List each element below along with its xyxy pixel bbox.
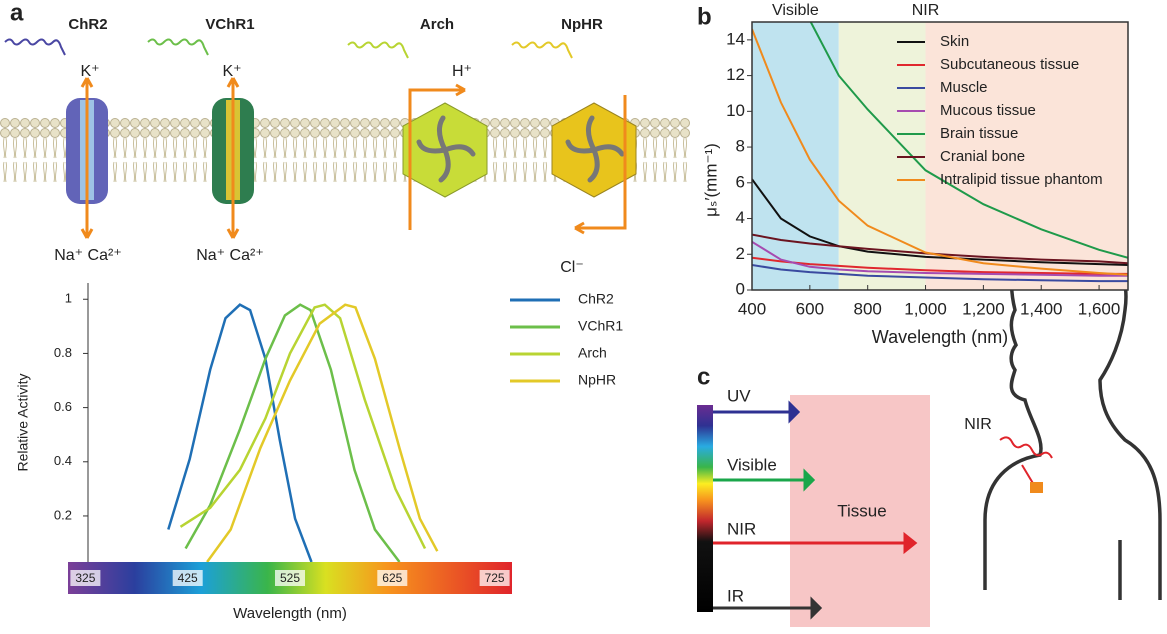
- tissue-label: Tissue: [837, 501, 886, 520]
- y-tick-label: 1: [65, 291, 72, 306]
- membrane-diagram: [0, 38, 690, 239]
- legend-label: ChR2: [578, 291, 614, 307]
- legend-label: Brain tissue: [940, 125, 1018, 142]
- panel-label: c: [697, 363, 710, 390]
- x-tick-label: 600: [796, 299, 824, 318]
- y-tick-label: 0: [736, 279, 745, 298]
- series-line: [752, 240, 1128, 277]
- y-tick-label: 8: [736, 137, 745, 156]
- legend-label: VChR1: [578, 318, 623, 334]
- legend-label: Arch: [578, 345, 607, 361]
- y-tick-label: 6: [736, 172, 745, 191]
- plot-area: [167, 303, 439, 562]
- y-tick-label: 0.6: [54, 399, 72, 414]
- region-band: [925, 22, 1128, 290]
- plot-frame: [751, 21, 1129, 291]
- ion-label: K⁺: [80, 63, 99, 80]
- opsin-label: VChR1: [205, 16, 254, 33]
- legend-label: Mucous tissue: [940, 102, 1036, 119]
- series-line: [752, 178, 1128, 266]
- y-tick-label: 2: [736, 244, 745, 263]
- spectrum-label: IR: [727, 586, 744, 605]
- x-tick-label: 525: [280, 571, 300, 585]
- x-tick-label: 1,000: [904, 299, 947, 318]
- x-tick-label: 425: [178, 571, 198, 585]
- ion-label: K⁺: [222, 63, 241, 80]
- legend-label: Cranial bone: [940, 148, 1025, 165]
- x-tick-box: [275, 570, 305, 586]
- ion-label: Na⁺ Ca²⁺: [54, 247, 122, 264]
- y-tick-label: 0.4: [54, 453, 72, 468]
- series-line: [179, 303, 427, 550]
- legend-label: Intralipid tissue phantom: [940, 171, 1103, 188]
- y-axis-label: Relative Activity: [15, 373, 31, 471]
- y-axis-label: μₛ′(mm⁻¹): [701, 143, 720, 217]
- y-tick-label: 0.2: [54, 507, 72, 522]
- x-tick-label: 400: [738, 299, 766, 318]
- y-tick-label: 12: [726, 65, 745, 84]
- region-label: Visible: [772, 2, 819, 19]
- series-line: [184, 303, 401, 562]
- spectrum-label: NIR: [727, 519, 756, 538]
- x-tick-label: 725: [485, 571, 505, 585]
- tissue-diagram: [697, 232, 1162, 627]
- opsin-label: Arch: [420, 16, 454, 33]
- series-line: [752, 233, 1128, 265]
- legend-label: NpHR: [578, 372, 616, 388]
- opsin-label: NpHR: [561, 16, 603, 33]
- plot-area: [752, 22, 1128, 283]
- legend-label: Muscle: [940, 79, 988, 96]
- x-tick-label: 625: [382, 571, 402, 585]
- x-tick-label: 800: [854, 299, 882, 318]
- x-tick-box: [70, 570, 101, 586]
- body-label: NIR: [964, 416, 992, 433]
- panel-label: b: [697, 3, 712, 30]
- spectrum-label: Visible: [727, 455, 777, 474]
- x-tick-label: 325: [75, 571, 95, 585]
- x-axis-label: Wavelength (nm): [233, 605, 347, 622]
- opsin-label: ChR2: [68, 16, 107, 33]
- y-tick-label: 0.8: [54, 345, 72, 360]
- ion-label: H⁺: [452, 63, 472, 80]
- series-line: [752, 28, 1128, 276]
- y-tick-label: 4: [736, 208, 745, 227]
- x-tick-label: 1,400: [1020, 299, 1063, 318]
- y-tick-label: 10: [726, 101, 745, 120]
- series-line: [167, 303, 313, 562]
- region-label: NIR: [912, 2, 940, 19]
- ion-label: Cl⁻: [560, 259, 584, 276]
- x-tick-box: [377, 570, 408, 586]
- ion-label: Na⁺ Ca²⁺: [196, 247, 264, 264]
- legend-label: Skin: [940, 33, 969, 50]
- panel-label: a: [10, 0, 24, 26]
- spectrum-label: UV: [727, 386, 751, 405]
- y-tick-label: 14: [726, 29, 745, 48]
- legend-label: Subcutaneous tissue: [940, 56, 1079, 73]
- x-tick-label: 1,600: [1078, 299, 1121, 318]
- x-axis-label: Wavelength (nm): [872, 327, 1008, 347]
- series-line: [206, 303, 439, 562]
- x-tick-box: [479, 570, 510, 586]
- x-tick-box: [172, 570, 203, 586]
- x-tick-label: 1,200: [962, 299, 1005, 318]
- series-line: [752, 264, 1128, 283]
- series-line: [809, 22, 1128, 259]
